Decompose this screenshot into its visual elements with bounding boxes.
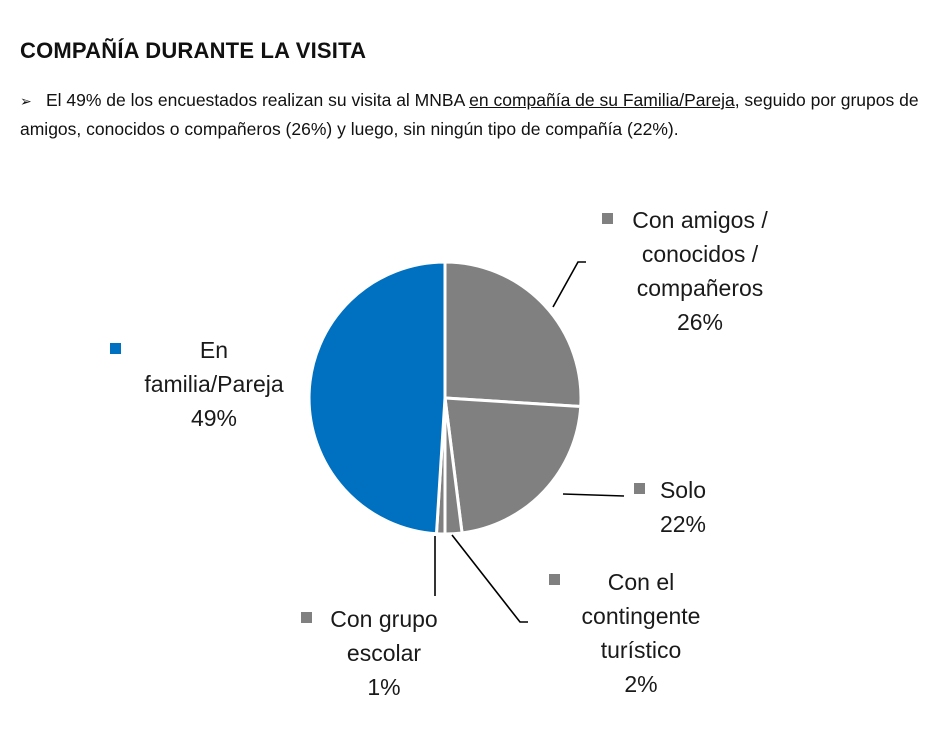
summary-part-2: , seguido por grupos de amigos, conocido… [20,90,919,139]
data-label-line: conocidos / [642,241,759,267]
legend-marker-2 [549,574,560,585]
pie-slice-0 [443,260,583,409]
pie-slices [307,260,583,536]
data-label-line: familia/Pareja [144,371,284,397]
leader-line-0 [552,261,586,308]
data-label-value: 1% [367,674,400,700]
pie-slice-1 [443,396,583,535]
bullet-arrow-icon: ➢ [20,93,32,109]
data-label-line: escolar [347,640,421,666]
summary-text: ➢ El 49% de los encuestados realizan su v… [20,86,925,143]
data-label-value: 22% [660,511,706,537]
leader-lines [434,261,625,623]
legend-marker-0 [602,213,613,224]
data-label-line: turístico [601,637,682,663]
data-label-4: En familia/Pareja 49% [144,337,284,431]
data-label-line: Con amigos / [632,207,768,233]
legend-marker-3 [301,612,312,623]
data-label-value: 49% [191,405,237,431]
legend-marker-1 [634,483,645,494]
data-label-line: Solo [660,477,706,503]
data-label-line: Con grupo [330,606,437,632]
data-label-value: 26% [677,309,723,335]
data-label-value: 2% [624,671,657,697]
legend-marker-4 [110,343,121,354]
data-label-line: compañeros [637,275,764,301]
data-label-3: Con grupo escolar 1% [330,606,437,700]
summary-part-1: El 49% de los encuestados realizan su vi… [46,90,470,110]
data-labels: Con amigos / conocidos / compañeros 26% Solo… [110,207,768,700]
data-label-line: Con el [608,569,674,595]
summary-underlined: en compañía de su Familia/Pareja [469,90,735,110]
page-title: COMPAÑÍA DURANTE LA VISITA [20,38,367,63]
data-label-2: Con el contingente turístico 2% [582,569,701,697]
leader-line-2 [451,534,528,623]
data-label-1: Solo 22% [660,477,706,537]
data-label-0: Con amigos / conocidos / compañeros 26% [632,207,768,335]
data-label-line: En [200,337,228,363]
data-label-line: contingente [582,603,701,629]
pie-slice-4 [307,260,447,536]
leader-line-1 [562,493,625,497]
